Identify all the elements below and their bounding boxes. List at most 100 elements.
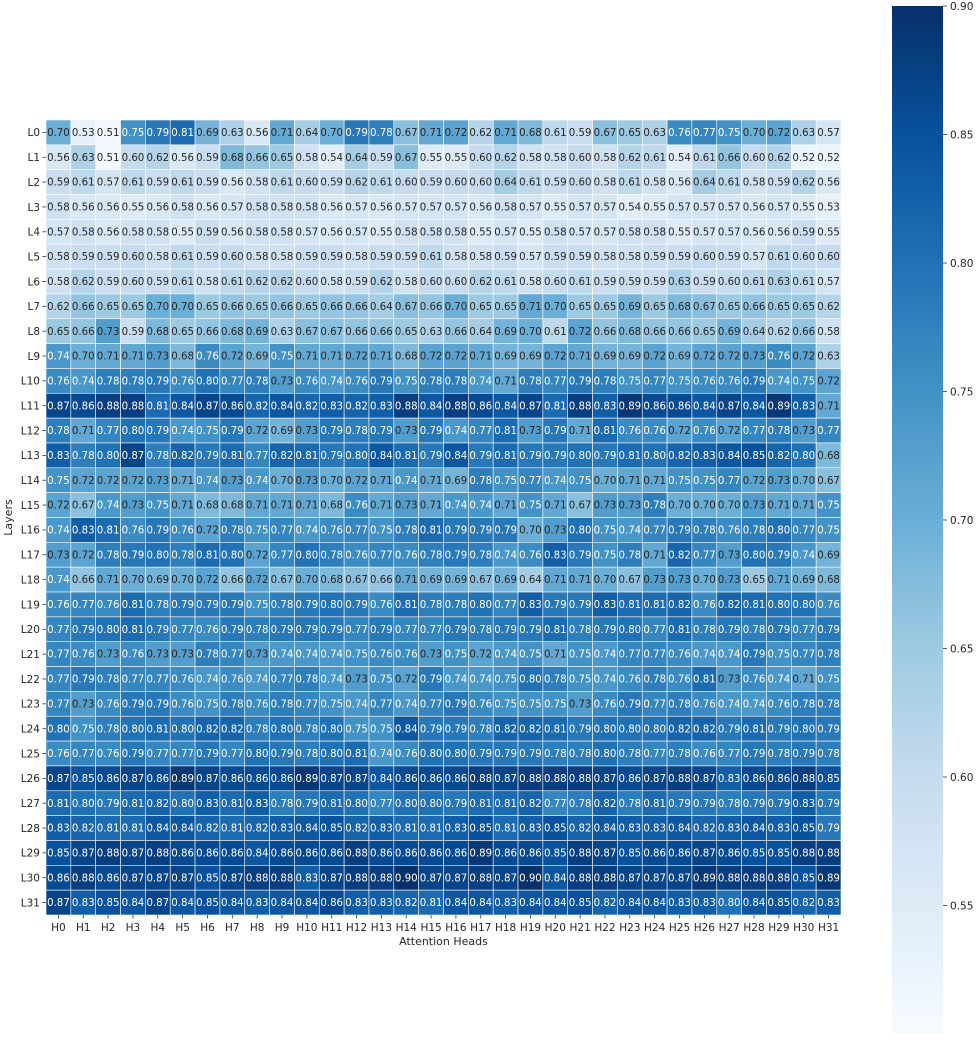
- cell-value-label: 0.80: [320, 600, 343, 611]
- cell-value-label: 0.77: [643, 699, 666, 710]
- cell-value-label: 0.79: [420, 724, 443, 735]
- heatmap-cell: [567, 666, 593, 692]
- heatmap-cell: [145, 392, 171, 419]
- cell-value-label: 0.75: [569, 476, 592, 487]
- cell-value-label: 0.61: [122, 178, 145, 189]
- cell-value-label: 0.85: [544, 848, 567, 859]
- cell-value-label: 0.76: [47, 600, 70, 611]
- cell-value-label: 0.77: [47, 625, 70, 636]
- heatmap-cell: [70, 740, 96, 767]
- cell-value-label: 0.61: [171, 277, 194, 288]
- heatmap-cell: [368, 219, 395, 245]
- x-tick-label: H27: [719, 922, 740, 934]
- heatmap-cell: [791, 765, 817, 792]
- heatmap-cell: [517, 865, 544, 891]
- cell-value-label: 0.57: [569, 203, 592, 214]
- heatmap-cell: [145, 417, 171, 444]
- heatmap-cell: [70, 169, 96, 195]
- cell-value-label: 0.80: [320, 724, 343, 735]
- heatmap-cell: [269, 666, 295, 692]
- heatmap-cell: [294, 641, 320, 667]
- cell-value-label: 0.59: [395, 252, 418, 263]
- cell-value-label: 0.56: [221, 227, 244, 238]
- cell-value-label: 0.86: [420, 774, 443, 785]
- y-tick-label: L7: [27, 301, 40, 313]
- heatmap-cell: [368, 119, 395, 146]
- cell-value-label: 0.57: [693, 203, 716, 214]
- heatmap-cell: [120, 566, 146, 593]
- cell-value-label: 0.82: [196, 724, 219, 735]
- cell-value-label: 0.71: [569, 426, 592, 437]
- heatmap-cell: [45, 293, 72, 320]
- cell-value-label: 0.62: [246, 277, 269, 288]
- cell-value-label: 0.63: [668, 277, 691, 288]
- heatmap-cell: [194, 715, 221, 742]
- heatmap-cell: [517, 417, 544, 444]
- heatmap-cell: [766, 591, 792, 618]
- heatmap-cell: [244, 517, 270, 543]
- cell-value-label: 0.79: [817, 625, 840, 636]
- heatmap-cell: [45, 815, 72, 841]
- cell-value-label: 0.72: [122, 476, 145, 487]
- heatmap-cell: [418, 492, 444, 518]
- cell-value-label: 0.86: [97, 774, 120, 785]
- heatmap-cell: [120, 293, 146, 320]
- cell-value-label: 0.77: [370, 799, 393, 810]
- cell-value-label: 0.75: [817, 526, 840, 537]
- heatmap-cell: [741, 542, 767, 568]
- cell-value-label: 0.70: [743, 128, 766, 139]
- cell-value-label: 0.88: [72, 873, 95, 884]
- heatmap-cell: [443, 343, 469, 369]
- y-tick-label: L19: [21, 599, 40, 611]
- cell-value-label: 0.88: [345, 848, 368, 859]
- cell-value-label: 0.74: [47, 352, 70, 363]
- cell-value-label: 0.69: [618, 352, 641, 363]
- cell-value-label: 0.84: [395, 724, 418, 735]
- x-tick-label: H25: [669, 922, 690, 934]
- heatmap-cell: [741, 119, 767, 146]
- cell-value-label: 0.84: [494, 401, 517, 412]
- cell-value-label: 0.79: [445, 550, 468, 561]
- cell-value-label: 0.73: [594, 501, 617, 512]
- cell-value-label: 0.66: [271, 302, 294, 313]
- cell-value-label: 0.70: [519, 327, 542, 338]
- heatmap-cell: [70, 194, 96, 220]
- heatmap-cell: [443, 144, 469, 170]
- cell-value-label: 0.59: [792, 227, 815, 238]
- cell-value-label: 0.80: [47, 724, 70, 735]
- cell-value-label: 0.71: [97, 352, 120, 363]
- heatmap-cell: [815, 517, 842, 543]
- cell-value-label: 0.55: [171, 227, 194, 238]
- cell-value-label: 0.76: [395, 650, 418, 661]
- cell-value-label: 0.84: [618, 898, 641, 909]
- heatmap-cell: [766, 715, 792, 742]
- cell-value-label: 0.63: [72, 153, 95, 164]
- cell-value-label: 0.79: [320, 451, 343, 462]
- heatmap-cell: [716, 591, 742, 618]
- cell-value-label: 0.67: [618, 575, 641, 586]
- heatmap-cell: [766, 392, 792, 419]
- heatmap-cell: [791, 616, 817, 643]
- cell-value-label: 0.71: [296, 352, 319, 363]
- cell-value-label: 0.88: [594, 873, 617, 884]
- cell-value-label: 0.58: [271, 252, 294, 263]
- y-tick-labels: L0L1L2L3L4L5L6L7L8L9L10L11L12L13L14L15L1…: [21, 127, 46, 909]
- cell-value-label: 0.65: [296, 302, 319, 313]
- cell-value-label: 0.77: [494, 600, 517, 611]
- cell-value-label: 0.57: [817, 128, 840, 139]
- cell-value-label: 0.86: [221, 848, 244, 859]
- cell-value-label: 0.78: [271, 600, 294, 611]
- cell-value-label: 0.74: [271, 650, 294, 661]
- cell-value-label: 0.72: [246, 550, 269, 561]
- cell-value-label: 0.79: [196, 749, 219, 760]
- cell-value-label: 0.83: [544, 550, 567, 561]
- heatmap-cell: [318, 169, 345, 195]
- heatmap-cell: [617, 268, 643, 295]
- heatmap-cell: [343, 666, 370, 692]
- cell-value-label: 0.78: [618, 550, 641, 561]
- cell-value-label: 0.77: [395, 625, 418, 636]
- heatmap-cell: [318, 691, 345, 717]
- cell-value-label: 0.85: [544, 824, 567, 835]
- cell-value-label: 0.79: [817, 824, 840, 835]
- heatmap-cell: [542, 467, 569, 493]
